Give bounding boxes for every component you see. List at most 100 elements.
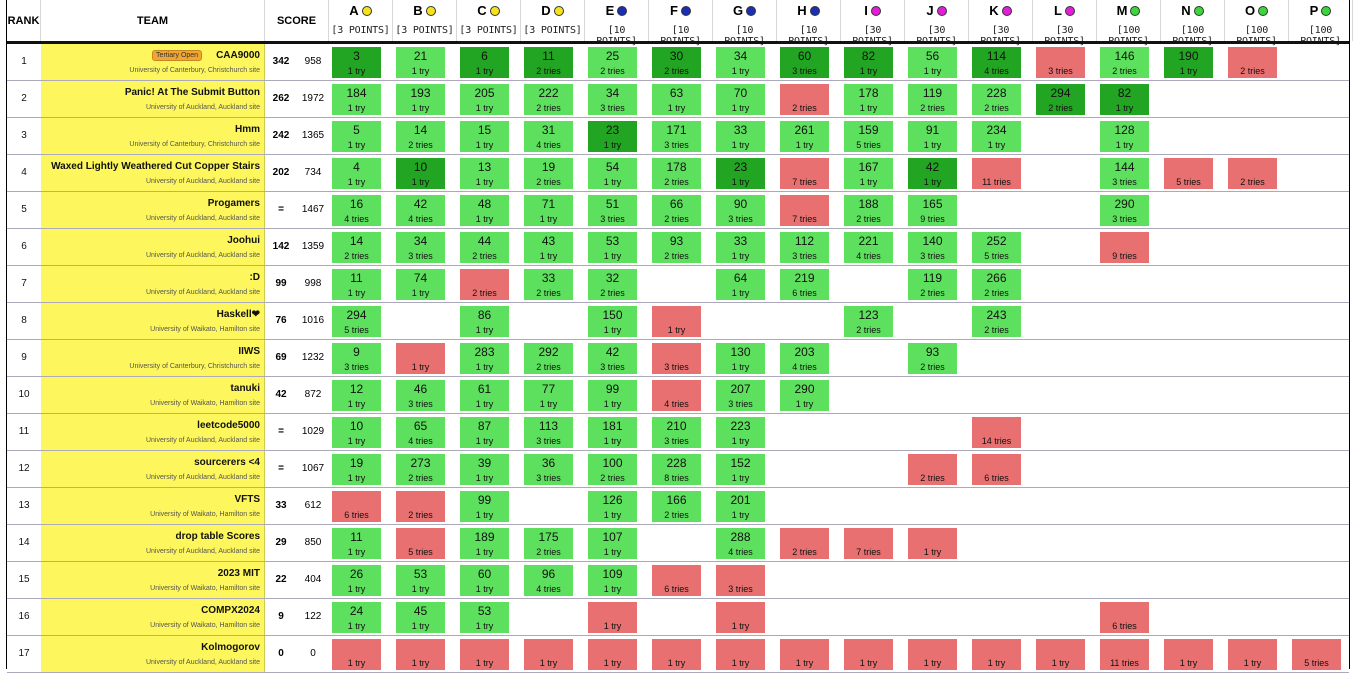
problem-cell-h[interactable]: 60 3 tries — [780, 47, 829, 78]
problem-cell-c[interactable]: 44 2 tries — [460, 232, 509, 263]
problem-cell-h[interactable]: 112 3 tries — [780, 232, 829, 263]
problem-cell-e[interactable]: 23 1 try — [588, 121, 637, 152]
problem-cell-e[interactable]: 53 1 try — [588, 232, 637, 263]
problem-cell-b[interactable]: 1 try — [396, 343, 445, 374]
problem-cell-l[interactable]: 3 tries — [1036, 47, 1085, 78]
team-cell[interactable]: 2023 MIT University of Waikato, Hamilton … — [41, 562, 265, 598]
team-cell[interactable]: :D University of Auckland, Auckland site — [41, 266, 265, 302]
team-row[interactable]: 3 Hmm University of Canterbury, Christchur… — [7, 118, 1349, 155]
problem-cell-i[interactable]: 178 1 try — [844, 84, 893, 115]
problem-cell-j[interactable]: 165 9 tries — [908, 195, 957, 226]
problem-cell-f[interactable]: 210 3 tries — [652, 417, 701, 448]
problem-cell-i[interactable]: 1 try — [844, 639, 893, 670]
problem-cell-c[interactable]: 13 1 try — [460, 158, 509, 189]
problem-header-j[interactable]: J[30 POINTS] — [905, 0, 969, 47]
team-cell[interactable]: COMPX2024 University of Waikato, Hamilton… — [41, 599, 265, 635]
problem-cell-k[interactable]: 6 tries — [972, 454, 1021, 485]
team-cell[interactable]: Waxed Lightly Weathered Cut Copper Stair… — [41, 155, 265, 191]
problem-cell-k[interactable]: 14 tries — [972, 417, 1021, 448]
problem-cell-m[interactable]: 6 tries — [1100, 602, 1149, 633]
team-row[interactable]: 8 Haskell❤ University of Waikato, Hamilton… — [7, 303, 1349, 340]
problem-header-i[interactable]: I[30 POINTS] — [841, 0, 905, 47]
team-cell[interactable]: tanuki University of Waikato, Hamilton si… — [41, 377, 265, 413]
team-row[interactable]: 13 VFTS University of Waikato, Hamilton si… — [7, 488, 1349, 525]
problem-cell-m[interactable]: 290 3 tries — [1100, 195, 1149, 226]
problem-cell-d[interactable]: 96 4 tries — [524, 565, 573, 596]
problem-header-l[interactable]: L[30 POINTS] — [1033, 0, 1097, 47]
problem-cell-i[interactable]: 188 2 tries — [844, 195, 893, 226]
problem-cell-h[interactable]: 7 tries — [780, 195, 829, 226]
problem-header-n[interactable]: N[100 POINTS] — [1161, 0, 1225, 47]
problem-cell-g[interactable]: 34 1 try — [716, 47, 765, 78]
problem-cell-a[interactable]: 26 1 try — [332, 565, 381, 596]
problem-cell-g[interactable]: 207 3 tries — [716, 380, 765, 411]
problem-cell-j[interactable]: 91 1 try — [908, 121, 957, 152]
problem-cell-g[interactable]: 33 1 try — [716, 121, 765, 152]
problem-cell-a[interactable]: 9 3 tries — [332, 343, 381, 374]
problem-cell-g[interactable]: 33 1 try — [716, 232, 765, 263]
team-cell[interactable]: leetcode5000 University of Auckland, Auck… — [41, 414, 265, 450]
problem-cell-c[interactable]: 205 1 try — [460, 84, 509, 115]
problem-cell-b[interactable]: 14 2 tries — [396, 121, 445, 152]
problem-cell-c[interactable]: 87 1 try — [460, 417, 509, 448]
problem-cell-e[interactable]: 1 try — [588, 602, 637, 633]
problem-cell-a[interactable]: 6 tries — [332, 491, 381, 522]
problem-cell-e[interactable]: 109 1 try — [588, 565, 637, 596]
problem-cell-o[interactable]: 1 try — [1228, 639, 1277, 670]
problem-cell-f[interactable]: 178 2 tries — [652, 158, 701, 189]
problem-cell-h[interactable]: 203 4 tries — [780, 343, 829, 374]
problem-cell-p[interactable]: 5 tries — [1292, 639, 1341, 670]
problem-cell-b[interactable]: 46 3 tries — [396, 380, 445, 411]
problem-cell-g[interactable]: 1 try — [716, 602, 765, 633]
problem-cell-e[interactable]: 42 3 tries — [588, 343, 637, 374]
problem-cell-d[interactable]: 77 1 try — [524, 380, 573, 411]
problem-cell-a[interactable]: 3 1 try — [332, 47, 381, 78]
problem-cell-b[interactable]: 273 2 tries — [396, 454, 445, 485]
problem-cell-h[interactable]: 2 tries — [780, 84, 829, 115]
problem-cell-g[interactable]: 23 1 try — [716, 158, 765, 189]
team-row[interactable]: 5 Progamers University of Auckland, Auckla… — [7, 192, 1349, 229]
team-cell[interactable]: VFTS University of Waikato, Hamilton site — [41, 488, 265, 524]
team-cell[interactable]: IIWS University of Canterbury, Christchur… — [41, 340, 265, 376]
problem-cell-b[interactable]: 42 4 tries — [396, 195, 445, 226]
problem-cell-e[interactable]: 32 2 tries — [588, 269, 637, 300]
problem-cell-k[interactable]: 11 tries — [972, 158, 1021, 189]
problem-cell-j[interactable]: 56 1 try — [908, 47, 957, 78]
problem-cell-m[interactable]: 144 3 tries — [1100, 158, 1149, 189]
problem-cell-e[interactable]: 54 1 try — [588, 158, 637, 189]
problem-cell-b[interactable]: 53 1 try — [396, 565, 445, 596]
problem-cell-n[interactable]: 1 try — [1164, 639, 1213, 670]
problem-cell-c[interactable]: 53 1 try — [460, 602, 509, 633]
problem-cell-b[interactable]: 193 1 try — [396, 84, 445, 115]
problem-cell-f[interactable]: 171 3 tries — [652, 121, 701, 152]
team-row[interactable]: 15 2023 MIT University of Waikato, Hamilto… — [7, 562, 1349, 599]
problem-cell-c[interactable]: 86 1 try — [460, 306, 509, 337]
problem-cell-b[interactable]: 34 3 tries — [396, 232, 445, 263]
problem-cell-j[interactable]: 1 try — [908, 639, 957, 670]
problem-cell-d[interactable]: 11 2 tries — [524, 47, 573, 78]
problem-cell-i[interactable]: 167 1 try — [844, 158, 893, 189]
problem-header-c[interactable]: C [3 POINTS] — [457, 0, 521, 41]
problem-cell-e[interactable]: 51 3 tries — [588, 195, 637, 226]
problem-cell-k[interactable]: 266 2 tries — [972, 269, 1021, 300]
problem-header-a[interactable]: A [3 POINTS] — [329, 0, 393, 41]
problem-cell-n[interactable]: 190 1 try — [1164, 47, 1213, 78]
team-row[interactable]: 9 IIWS University of Canterbury, Christchu… — [7, 340, 1349, 377]
problem-cell-g[interactable]: 288 4 tries — [716, 528, 765, 559]
team-row[interactable]: 6 Joohui University of Auckland, Auckland … — [7, 229, 1349, 266]
problem-cell-m[interactable]: 9 tries — [1100, 232, 1149, 263]
problem-cell-e[interactable]: 150 1 try — [588, 306, 637, 337]
problem-cell-b[interactable]: 5 tries — [396, 528, 445, 559]
problem-cell-j[interactable]: 1 try — [908, 528, 957, 559]
problem-cell-a[interactable]: 12 1 try — [332, 380, 381, 411]
problem-cell-a[interactable]: 4 1 try — [332, 158, 381, 189]
problem-cell-k[interactable]: 228 2 tries — [972, 84, 1021, 115]
problem-cell-f[interactable]: 66 2 tries — [652, 195, 701, 226]
problem-cell-g[interactable]: 223 1 try — [716, 417, 765, 448]
problem-cell-a[interactable]: 11 1 try — [332, 269, 381, 300]
problem-cell-m[interactable]: 146 2 tries — [1100, 47, 1149, 78]
problem-cell-a[interactable]: 16 4 tries — [332, 195, 381, 226]
problem-cell-e[interactable]: 99 1 try — [588, 380, 637, 411]
problem-cell-e[interactable]: 181 1 try — [588, 417, 637, 448]
problem-cell-c[interactable]: 60 1 try — [460, 565, 509, 596]
